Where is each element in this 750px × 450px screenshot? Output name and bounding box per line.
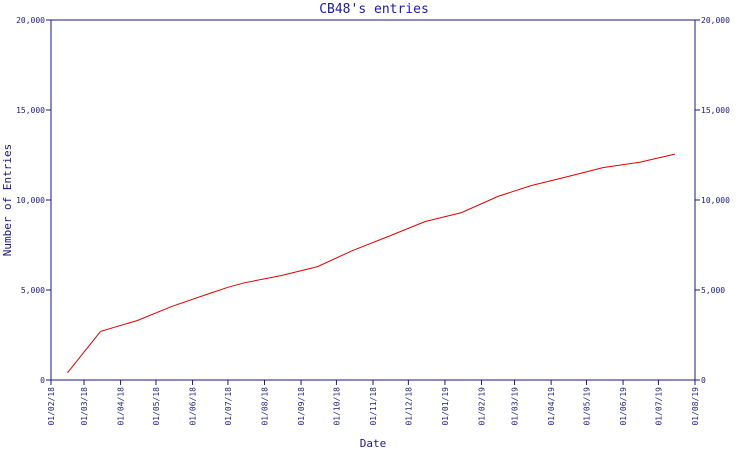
y-tick-label-right: 15,000 <box>701 106 730 115</box>
plot-frame <box>50 19 696 381</box>
y-tick-label-left: 10,000 <box>16 196 45 205</box>
x-tick-label: 01/03/19 <box>511 387 520 426</box>
x-tick-label: 01/04/18 <box>117 387 126 426</box>
x-tick-label: 01/02/19 <box>478 387 487 426</box>
y-axis-ticks: 0 0 5,000 5,000 10,000 10,000 15,000 15,000 20,0… <box>16 16 730 385</box>
x-tick-label: 01/07/19 <box>654 387 663 426</box>
series-group <box>67 153 676 374</box>
x-axis-ticks: 01/02/18 01/03/18 01/04/18 01/05/18 01/06/18… <box>47 380 700 426</box>
x-tick-label: 01/08/19 <box>691 387 700 426</box>
x-tick-label: 01/02/18 <box>47 387 56 426</box>
y-tick-label-right: 0 <box>701 376 706 385</box>
chart-title: CB48's entries <box>319 2 429 17</box>
y-axis-label: Number of Entries <box>1 144 14 257</box>
y-tick-label-right: 20,000 <box>701 16 730 25</box>
x-axis-label: Date <box>360 437 387 450</box>
x-tick-label: 01/11/18 <box>369 387 378 426</box>
y-tick-label-right: 5,000 <box>701 286 725 295</box>
y-tick-label-left: 15,000 <box>16 106 45 115</box>
y-tick-label-left: 20,000 <box>16 16 45 25</box>
x-tick-label: 01/06/19 <box>619 387 628 426</box>
x-tick-label: 01/07/18 <box>224 387 233 426</box>
x-tick-label: 01/10/18 <box>332 387 341 426</box>
x-tick-label: 01/01/19 <box>441 387 450 426</box>
y-tick-label-left: 0 <box>40 376 45 385</box>
x-tick-label: 01/12/18 <box>404 387 413 426</box>
x-tick-label: 01/03/18 <box>80 387 89 426</box>
series-line <box>67 153 676 374</box>
y-tick-label-left: 5,000 <box>21 286 45 295</box>
x-tick-label: 01/09/18 <box>297 387 306 426</box>
x-tick-label: 01/05/18 <box>152 387 161 426</box>
x-tick-label: 01/06/18 <box>189 387 198 426</box>
x-tick-label: 01/05/19 <box>582 387 591 426</box>
y-tick-label-right: 10,000 <box>701 196 730 205</box>
x-tick-label: 01/04/19 <box>547 387 556 426</box>
x-tick-label: 01/08/18 <box>260 387 269 426</box>
